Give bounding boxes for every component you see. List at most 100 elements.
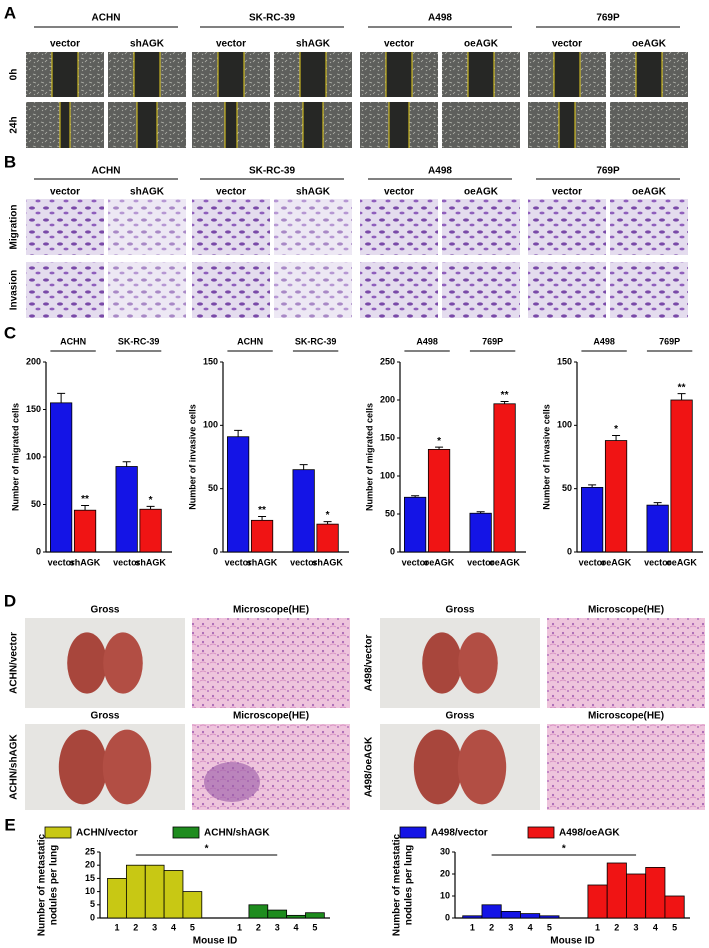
bar [267, 909, 288, 919]
gross-title: Gross [91, 605, 120, 616]
x-tick-label: vector [402, 557, 430, 567]
transwell-image [192, 262, 270, 318]
bar [163, 870, 184, 919]
error-bar [677, 393, 686, 400]
sample-label: A498/oeAGK [364, 736, 375, 797]
legend-label: A498/vector [431, 828, 488, 839]
error-bar [435, 446, 444, 450]
error-bar [234, 429, 243, 437]
y-tick-label: 5 [90, 899, 95, 909]
error-bar [411, 495, 420, 498]
scratch-gap [559, 102, 575, 148]
x-tick-label: 5 [547, 922, 552, 932]
group-header: A498 [428, 166, 452, 177]
bar [462, 915, 483, 919]
significance: * [614, 424, 618, 435]
significance: ** [501, 390, 509, 401]
scratch-gap [554, 52, 580, 97]
transwell-image [26, 262, 104, 318]
lung-lobe [103, 632, 143, 694]
y-tick-label: 150 [557, 356, 572, 366]
x-tick-label: 3 [508, 922, 513, 932]
y-tick-label: 25 [85, 846, 95, 856]
y-axis-label: Number of invasive cells [541, 404, 551, 510]
scratch-gap [137, 102, 157, 148]
x-tick-label: 4 [653, 922, 658, 932]
bar [645, 867, 666, 919]
legend-swatch [527, 826, 555, 839]
group-label: A498 [416, 336, 438, 346]
group-label: A498 [593, 336, 615, 346]
bar [493, 403, 516, 553]
x-tick-label: vector [290, 557, 318, 567]
row-label: 0h [9, 69, 20, 81]
bar [626, 873, 647, 919]
legend-label: A498/oeAGK [559, 828, 620, 839]
bar [250, 519, 274, 553]
x-tick-label: 3 [634, 922, 639, 932]
significance: ** [258, 505, 266, 516]
y-tick-label: 200 [26, 356, 41, 366]
y-axis-label: nodules per lung [49, 845, 60, 926]
bar [125, 864, 146, 919]
y-tick-label: 50 [562, 483, 572, 493]
x-tick-label: 2 [256, 922, 261, 932]
group-header: ACHN [92, 166, 121, 177]
y-axis-label: Number of migrated cells [10, 403, 20, 511]
x-tick-label: vector [48, 557, 76, 567]
x-tick-label: vector [644, 557, 672, 567]
scratch-gap [60, 102, 70, 148]
condition-label: shAGK [296, 187, 331, 198]
transwell-image [442, 199, 520, 255]
bar [139, 508, 162, 553]
condition-label: oeAGK [632, 187, 667, 198]
x-tick-label: oeAGK [666, 557, 697, 567]
bar [520, 913, 541, 919]
bar [500, 911, 521, 919]
error-bar [81, 504, 90, 511]
x-tick-label: 2 [614, 922, 619, 932]
y-tick-label: 200 [380, 394, 395, 404]
legend-label: ACHN/vector [76, 828, 138, 839]
y-axis-label: Number of migrated cells [364, 403, 374, 511]
error-bar [588, 484, 597, 488]
y-tick-label: 100 [557, 420, 572, 430]
condition-label: oeAGK [464, 187, 499, 198]
row-label: Migration [9, 205, 20, 250]
bar [248, 904, 269, 919]
group-header: SK-RC-39 [249, 166, 296, 177]
group-header: 769P [596, 13, 620, 24]
x-tick-label: oeAGK [489, 557, 520, 567]
y-tick-label: 0 [213, 546, 218, 556]
transwell-image [610, 262, 688, 318]
condition-label: oeAGK [632, 39, 667, 50]
y-tick-label: 150 [203, 356, 218, 366]
he-image [192, 618, 350, 708]
condition-label: vector [216, 39, 246, 50]
y-tick-label: 0 [445, 912, 450, 922]
bar [316, 523, 339, 553]
x-tick-label: 1 [114, 922, 119, 932]
significance: * [562, 844, 566, 855]
y-tick-label: 20 [85, 860, 95, 870]
bar [469, 512, 492, 553]
significance: * [205, 844, 209, 855]
condition-label: vector [552, 187, 582, 198]
x-tick-label: 1 [595, 922, 600, 932]
x-tick-label: vector [225, 557, 253, 567]
bar [581, 486, 604, 553]
transwell-image [26, 199, 104, 255]
condition-label: vector [50, 39, 80, 50]
lung-lobe [67, 632, 107, 694]
panel-label: A [4, 3, 16, 22]
transwell-image [528, 199, 606, 255]
transwell-image [108, 262, 186, 318]
group-label: ACHN [60, 336, 86, 346]
x-tick-label: 4 [294, 922, 299, 932]
bar [664, 895, 685, 919]
error-bar [57, 392, 66, 403]
bar [50, 402, 73, 553]
y-tick-label: 0 [36, 546, 41, 556]
group-header: 769P [596, 166, 620, 177]
y-axis-label: nodules per lung [404, 845, 415, 926]
